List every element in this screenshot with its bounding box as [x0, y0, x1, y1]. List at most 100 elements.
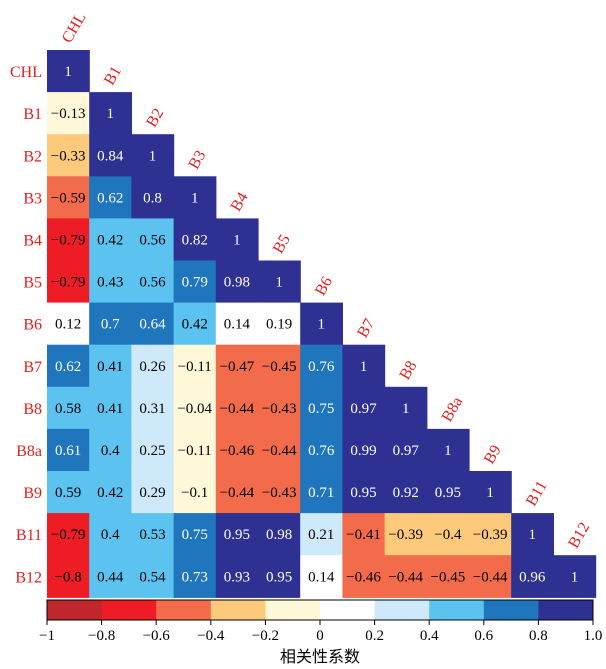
cell-B11-B3	[173, 513, 217, 556]
cell-B12-B2	[131, 555, 175, 598]
cell-B8a-B8	[384, 428, 428, 472]
cell-B8-CHL	[47, 386, 90, 430]
cell-B12-B1	[89, 555, 132, 598]
colorbar-tick-label: −1	[39, 628, 55, 644]
row-label-B3: B3	[23, 190, 42, 207]
cell-B2-CHL	[47, 134, 90, 177]
cell-value-B11-B5: 0.98	[266, 527, 292, 543]
cell-value-B8a-B3: −0.11	[178, 443, 212, 459]
cell-B11-B2	[131, 513, 175, 556]
cell-B7-B6	[300, 344, 343, 388]
cell-B11-B8a	[426, 513, 470, 556]
column-label-B12: B12	[565, 520, 593, 552]
cell-B7-CHL	[47, 344, 90, 388]
cell-value-B12-B7: −0.46	[346, 569, 381, 585]
cell-value-B3-B3: 1	[191, 190, 199, 206]
cell-B6-B3	[173, 302, 217, 346]
cell-B8a-B4	[215, 428, 259, 472]
colorbar-segment	[101, 600, 157, 620]
cell-B11-B8	[384, 513, 428, 556]
cell-B7-B5	[258, 344, 301, 388]
cell-value-B12-B8: −0.44	[388, 569, 423, 585]
cell-B7-B3	[173, 344, 217, 388]
cell-B12-B9	[469, 555, 512, 598]
colorbar-tick-label: 0.4	[420, 628, 439, 644]
colorbar-segment	[538, 600, 594, 620]
cell-value-B7-B4: −0.47	[220, 359, 255, 375]
column-label-B8a: B8a	[439, 394, 467, 425]
cell-value-B3-B2: 0.8	[143, 190, 162, 206]
cell-value-B12-B6: 0.14	[308, 569, 335, 585]
cell-B6-B2	[131, 302, 175, 346]
cell-value-B5-B3: 0.79	[182, 275, 208, 291]
row-label-B9: B9	[23, 485, 42, 502]
row-label-B11: B11	[16, 527, 42, 544]
cell-value-B11-B4: 0.95	[224, 527, 250, 543]
cell-value-B8a-B2: 0.25	[139, 443, 165, 459]
colorbar-tick-label: 0.8	[529, 628, 548, 644]
cell-B5-CHL	[47, 260, 90, 304]
cell-value-B8a-B1: 0.4	[101, 443, 120, 459]
cell-B8a-B6	[300, 428, 343, 472]
colorbar-tick-label: −0.8	[88, 628, 115, 644]
cell-value-B11-B6: 0.21	[308, 527, 334, 543]
row-label-B5: B5	[23, 275, 42, 292]
cell-value-B8-B2: 0.31	[139, 401, 165, 417]
column-label-B3: B3	[185, 148, 209, 173]
cell-B3-B2	[131, 176, 175, 219]
cell-value-B9-B3: −0.1	[181, 485, 208, 501]
cell-value-B7-B3: −0.11	[178, 359, 212, 375]
colorbar-tick-label: −0.4	[197, 628, 225, 644]
cell-B7-B7	[342, 344, 386, 388]
cell-value-B2-B1: 0.84	[97, 148, 124, 164]
cell-B8a-B3	[173, 428, 217, 472]
cell-value-B7-B2: 0.26	[139, 359, 166, 375]
cell-B5-B2	[131, 260, 175, 304]
cell-value-B2-CHL: −0.33	[51, 148, 86, 164]
cell-value-B12-B8a: −0.45	[431, 569, 466, 585]
cell-value-B11-B8a: −0.4	[434, 527, 462, 543]
cell-B9-B5	[258, 471, 301, 514]
cell-B4-B2	[131, 218, 175, 262]
cell-value-B12-B4: 0.93	[224, 569, 250, 585]
colorbar-segment	[47, 600, 103, 620]
cell-value-B11-B3: 0.75	[182, 527, 208, 543]
cell-value-B4-B4: 1	[233, 232, 241, 248]
row-label-B7: B7	[23, 359, 42, 376]
cell-B2-B2	[131, 134, 175, 177]
cell-value-B11-CHL: −0.79	[51, 527, 86, 543]
cell-value-B5-B4: 0.98	[224, 275, 250, 291]
cell-value-B4-B1: 0.42	[97, 232, 123, 248]
cell-value-B9-B1: 0.42	[97, 485, 123, 501]
cell-B3-CHL	[47, 176, 90, 219]
cell-value-B9-CHL: 0.59	[55, 485, 81, 501]
cell-value-B8a-B6: 0.76	[308, 443, 335, 459]
cell-value-B8-B1: 0.41	[97, 401, 123, 417]
cell-B9-B9	[469, 471, 512, 514]
cell-value-B12-CHL: −0.8	[54, 569, 81, 585]
cell-B7-B1	[89, 344, 132, 388]
column-label-B5: B5	[270, 232, 294, 257]
cell-B7-B2	[131, 344, 175, 388]
cell-B11-B6	[300, 513, 343, 556]
colorbar-tick-label: −0.6	[143, 628, 171, 644]
cell-value-B6-B3: 0.42	[182, 317, 208, 333]
cell-value-B9-B8: 0.92	[393, 485, 419, 501]
cell-value-B7-B7: 1	[360, 359, 368, 375]
cell-B5-B4	[215, 260, 259, 304]
cell-value-B11-B11: 1	[529, 527, 537, 543]
cell-B1-B1	[89, 92, 132, 135]
cell-B12-B12	[553, 555, 597, 598]
row-label-B4: B4	[23, 232, 42, 249]
cell-B5-B3	[173, 260, 217, 304]
cell-value-B12-B3: 0.73	[182, 569, 208, 585]
cell-B4-B1	[89, 218, 132, 262]
row-label-B8a: B8a	[16, 443, 42, 460]
cell-value-B8a-CHL: 0.61	[55, 443, 81, 459]
cell-B2-B1	[89, 134, 132, 177]
cell-value-B12-B9: −0.44	[473, 569, 508, 585]
cell-B8a-B8a	[426, 428, 470, 472]
colorbar-segment	[265, 600, 321, 620]
cell-value-B1-CHL: −0.13	[51, 106, 86, 122]
colorbar-tick-label: 0	[316, 628, 324, 644]
